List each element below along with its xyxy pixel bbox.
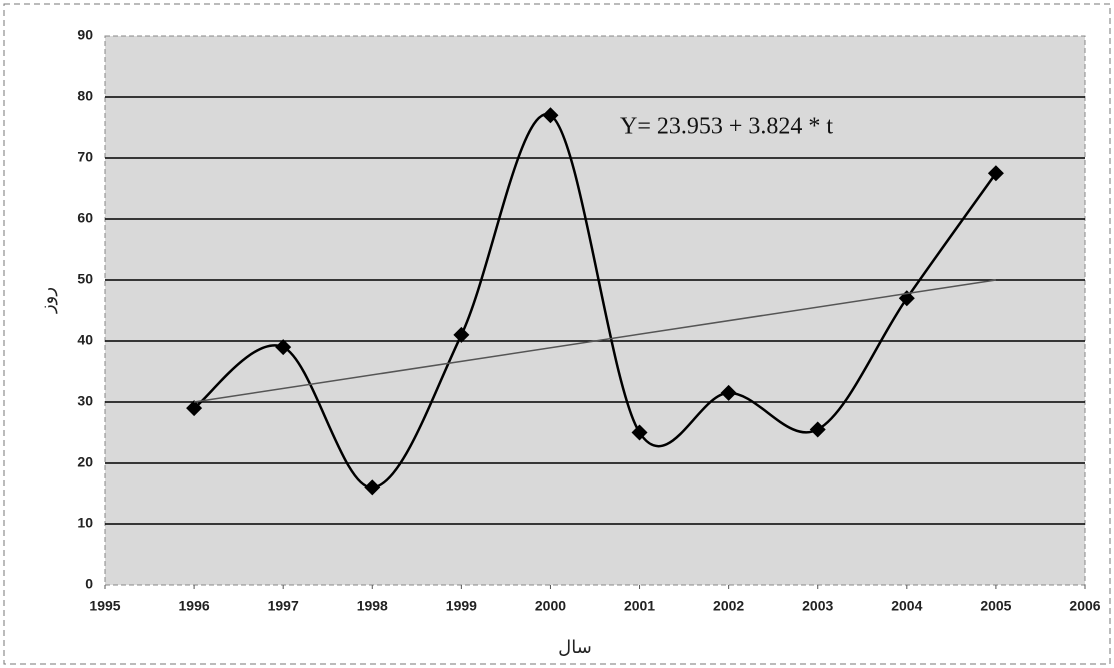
y-tick-label: 60 <box>77 210 93 226</box>
x-axis-label: سال <box>558 637 592 658</box>
x-tick-label: 2001 <box>624 598 655 614</box>
x-tick-label: 1999 <box>446 598 477 614</box>
x-tick-label: 1996 <box>179 598 210 614</box>
trend-line <box>193 279 997 403</box>
y-axis-label: روز <box>37 287 58 314</box>
y-tick-label: 0 <box>85 576 93 592</box>
y-tick-label: 50 <box>77 271 93 287</box>
x-tick-label: 2003 <box>802 598 833 614</box>
data-line <box>193 113 997 489</box>
x-tick-label: 1995 <box>89 598 120 614</box>
data-point <box>542 107 559 124</box>
x-tick-label: 2004 <box>891 598 922 614</box>
y-tick-label: 30 <box>77 393 93 409</box>
y-tick-label: 90 <box>77 27 93 43</box>
data-point <box>631 424 648 441</box>
x-tick-label: 2000 <box>535 598 566 614</box>
data-point <box>364 479 381 496</box>
x-tick-label: 1998 <box>357 598 388 614</box>
data-point <box>453 326 470 343</box>
data-point <box>987 165 1004 182</box>
x-tick-label: 1997 <box>268 598 299 614</box>
data-point <box>720 384 737 401</box>
y-tick-label: 10 <box>77 515 93 531</box>
y-tick-label: 80 <box>77 88 93 104</box>
x-tick-label: 2006 <box>1069 598 1100 614</box>
chart-border <box>3 3 1111 665</box>
y-tick-label: 40 <box>77 332 93 348</box>
x-tick-label: 2002 <box>713 598 744 614</box>
plot-area <box>104 35 1086 586</box>
data-point <box>275 339 292 356</box>
x-tick-label: 2005 <box>980 598 1011 614</box>
data-point <box>809 421 826 438</box>
y-tick-label: 20 <box>77 454 93 470</box>
annotation: Y= 23.953 + 3.824 * t <box>620 114 833 140</box>
data-point <box>186 400 203 417</box>
y-tick-label: 70 <box>77 149 93 165</box>
